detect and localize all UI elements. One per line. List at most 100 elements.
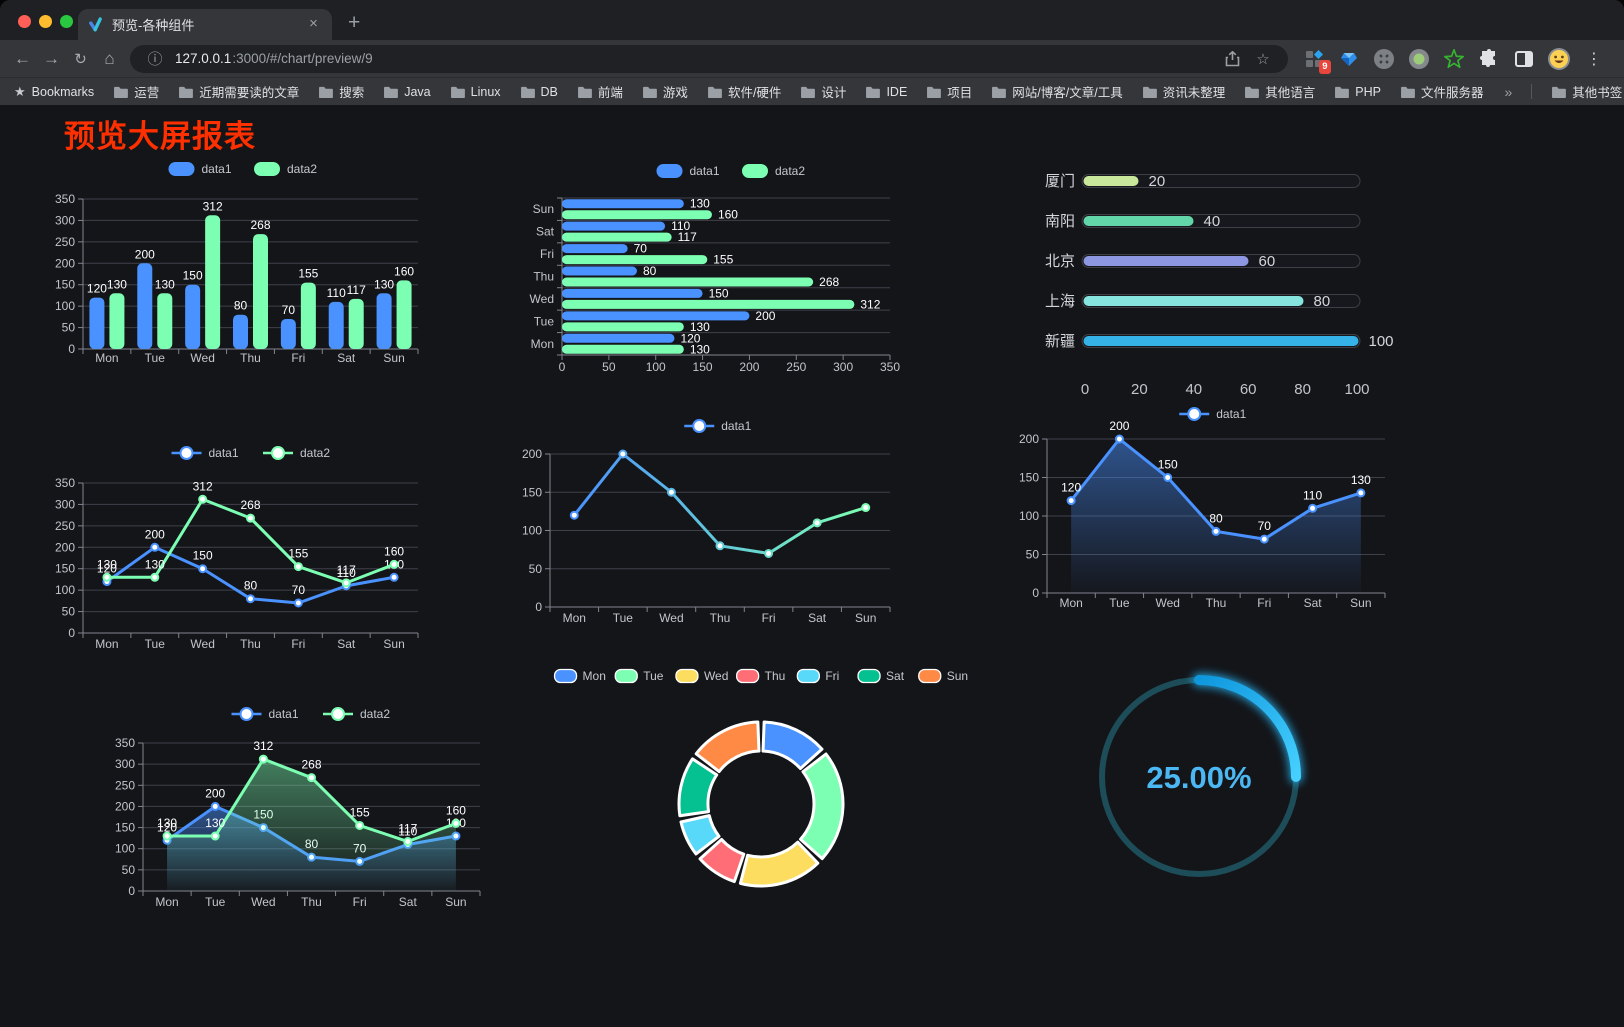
extension-grid-icon[interactable]: 9 <box>1302 47 1331 74</box>
bookmark-folder[interactable]: 项目 <box>926 82 972 101</box>
svg-text:155: 155 <box>288 547 308 561</box>
bookmark-folder[interactable]: 运营 <box>113 82 159 101</box>
svg-text:Sat: Sat <box>536 225 555 239</box>
home-button[interactable]: ⌂ <box>104 48 115 68</box>
chart-line-two-series: 0 50 100 150 200 250 300 350 Mon Tue Wed Thu Fri Sat S… <box>55 446 419 651</box>
bookmarks-overflow-chevron[interactable]: » <box>1504 83 1513 100</box>
svg-text:Sat: Sat <box>337 637 356 651</box>
svg-text:20: 20 <box>1131 381 1148 398</box>
svg-text:Sat: Sat <box>886 669 905 683</box>
svg-text:130: 130 <box>155 277 175 291</box>
maximize-window-button[interactable] <box>60 15 73 28</box>
svg-text:25.00%: 25.00% <box>1146 760 1251 795</box>
svg-text:data1: data1 <box>690 164 720 178</box>
svg-text:50: 50 <box>1026 548 1040 562</box>
svg-text:110: 110 <box>671 219 690 233</box>
bookmark-folder[interactable]: 其他语言 <box>1244 82 1315 101</box>
bookmark-folder[interactable]: 文件服务器 <box>1400 82 1483 101</box>
svg-text:Mon: Mon <box>95 637 118 651</box>
side-panel-icon[interactable] <box>1512 47 1536 71</box>
svg-text:Wed: Wed <box>190 351 214 365</box>
svg-text:Fri: Fri <box>540 247 554 261</box>
svg-text:130: 130 <box>107 277 127 291</box>
close-window-button[interactable] <box>18 15 31 28</box>
bookmark-folder[interactable]: 近期需要读的文章 <box>178 82 299 101</box>
minimize-window-button[interactable] <box>39 15 52 28</box>
svg-text:0: 0 <box>68 342 75 356</box>
site-info-icon[interactable]: ⓘ <box>147 51 163 68</box>
bookmarks-manager-item[interactable]: ★ Bookmarks <box>14 84 94 100</box>
bookmark-folder[interactable]: 软件/硬件 <box>707 82 781 101</box>
bookmark-folder[interactable]: Linux <box>450 85 501 99</box>
green-star-extension-icon[interactable] <box>1442 47 1466 71</box>
svg-text:120: 120 <box>97 562 117 576</box>
bookmark-folder[interactable]: Java <box>383 85 431 99</box>
bookmark-folder[interactable]: 资讯未整理 <box>1142 82 1225 101</box>
green-dot-extension-icon[interactable] <box>1407 47 1431 71</box>
svg-text:Thu: Thu <box>240 351 261 365</box>
browser-menu-button[interactable]: ⋮ <box>1586 50 1602 68</box>
chart-area-two-series: 0 50 100 150 200 250 300 350 Mon Tue Wed Thu Fri Sat S… <box>115 707 481 909</box>
svg-text:Sun: Sun <box>1350 596 1371 610</box>
svg-text:200: 200 <box>115 799 135 813</box>
svg-text:155: 155 <box>350 805 370 819</box>
folder-icon <box>384 86 399 98</box>
folder-icon <box>450 86 465 98</box>
svg-text:data1: data1 <box>202 162 232 176</box>
bookmark-folder[interactable]: 前端 <box>577 82 623 101</box>
folder-icon <box>319 86 334 98</box>
folder-icon <box>1142 86 1157 98</box>
puzzle-extensions-icon[interactable] <box>1477 47 1501 71</box>
tab-close-button[interactable]: × <box>309 15 318 32</box>
svg-text:268: 268 <box>819 275 839 289</box>
svg-text:Sun: Sun <box>855 611 876 625</box>
svg-text:Thu: Thu <box>240 637 261 651</box>
bookmark-folder[interactable]: 设计 <box>800 82 846 101</box>
svg-text:20: 20 <box>1149 173 1166 190</box>
svg-text:Sat: Sat <box>399 895 418 909</box>
browser-tab[interactable]: 预览-各种组件 × <box>78 9 332 40</box>
new-tab-button[interactable]: + <box>348 11 361 34</box>
svg-text:350: 350 <box>55 192 75 206</box>
chart-donut: Mon Tue Wed Thu Fri Sat Sun <box>553 668 968 888</box>
folder-icon <box>1552 86 1567 98</box>
svg-text:200: 200 <box>1109 419 1129 433</box>
bookmark-folder[interactable]: 网站/博客/文章/工具 <box>991 82 1123 101</box>
svg-text:100: 100 <box>55 583 75 597</box>
folder-icon <box>1245 86 1260 98</box>
bookmark-folder[interactable]: IDE <box>865 85 907 99</box>
svg-text:Fri: Fri <box>291 637 305 651</box>
share-icon[interactable] <box>1221 48 1243 70</box>
address-bar[interactable]: ⓘ 127.0.0.1 :3000/#/chart/preview/9 ☆ <box>130 44 1288 73</box>
svg-text:80: 80 <box>1209 511 1223 525</box>
svg-text:120: 120 <box>87 282 107 296</box>
back-button[interactable]: ← <box>14 48 31 68</box>
svg-text:120: 120 <box>680 331 700 345</box>
chart-legend: data1 data2 <box>168 162 317 176</box>
svg-text:100: 100 <box>1019 509 1039 523</box>
svg-text:0: 0 <box>1032 586 1039 600</box>
svg-text:110: 110 <box>327 286 346 300</box>
tab-favicon <box>89 17 102 32</box>
svg-text:250: 250 <box>55 235 75 249</box>
round-extension-icon[interactable] <box>1372 47 1396 71</box>
svg-text:130: 130 <box>374 277 394 291</box>
bookmark-folder[interactable]: DB <box>520 85 558 99</box>
bookmark-folder[interactable]: 游戏 <box>642 82 688 101</box>
svg-text:130: 130 <box>97 557 117 571</box>
gem-extension-icon[interactable] <box>1337 47 1361 71</box>
svg-text:60: 60 <box>1240 381 1257 398</box>
other-bookmarks-label: 其他书签 <box>1572 86 1623 100</box>
reload-button[interactable]: ↻ <box>74 50 87 68</box>
bookmarks-star-icon: ★ <box>14 83 26 99</box>
bookmark-star-icon[interactable]: ☆ <box>1256 50 1270 68</box>
other-bookmarks-folder[interactable]: 其他书签 <box>1551 82 1622 101</box>
profile-avatar[interactable] <box>1547 47 1571 71</box>
bookmark-folder[interactable]: PHP <box>1334 85 1381 99</box>
bookmark-folder[interactable]: 搜索 <box>318 82 364 101</box>
svg-text:Fri: Fri <box>291 351 305 365</box>
forward-button[interactable]: → <box>43 48 60 68</box>
svg-text:200: 200 <box>755 309 775 323</box>
